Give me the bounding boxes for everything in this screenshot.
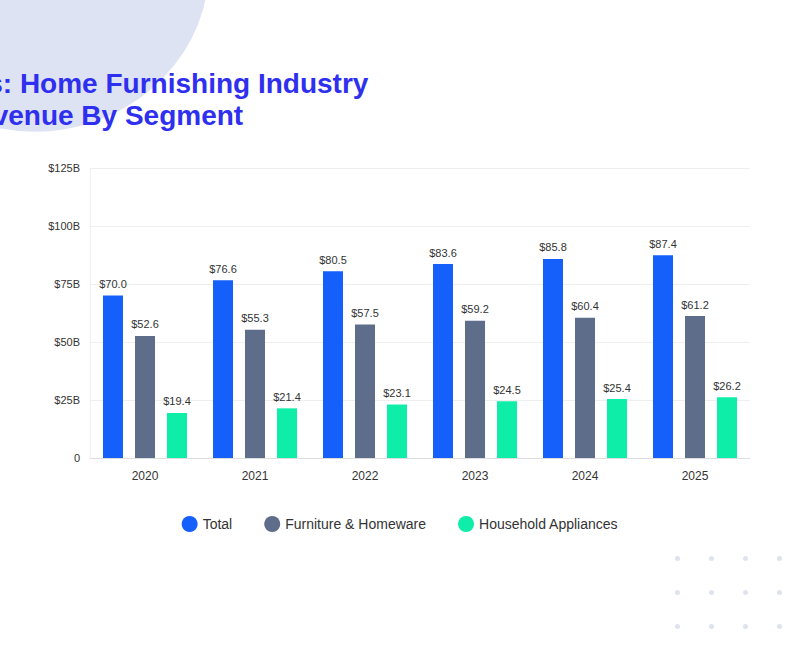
svg-text:$21.4: $21.4 (273, 391, 301, 403)
svg-text:Household Appliances: Household Appliances (479, 516, 618, 532)
svg-text:$19.4: $19.4 (163, 395, 191, 407)
svg-text:$75B: $75B (54, 278, 80, 290)
svg-text:$125B: $125B (48, 162, 80, 174)
svg-text:$61.2: $61.2 (681, 299, 709, 311)
svg-text:$55.3: $55.3 (241, 312, 269, 324)
svg-text:2022: 2022 (352, 469, 379, 483)
svg-text:2025: 2025 (682, 469, 709, 483)
svg-text:2023: 2023 (462, 469, 489, 483)
svg-text:$76.6: $76.6 (209, 263, 237, 275)
svg-text:$25B: $25B (54, 394, 80, 406)
svg-text:$24.5: $24.5 (493, 384, 521, 396)
svg-text:$50B: $50B (54, 336, 80, 348)
svg-text:Furniture & Homeware: Furniture & Homeware (285, 516, 426, 532)
svg-text:$57.5: $57.5 (351, 307, 379, 319)
svg-text:$52.6: $52.6 (131, 318, 159, 330)
svg-text:$80.5: $80.5 (319, 254, 347, 266)
svg-text:$26.2: $26.2 (713, 380, 741, 392)
svg-text:$87.4: $87.4 (649, 238, 677, 250)
svg-text:$60.4: $60.4 (571, 300, 599, 312)
svg-text:$85.8: $85.8 (539, 241, 567, 253)
svg-text:Total: Total (203, 516, 233, 532)
svg-text:$83.6: $83.6 (429, 247, 457, 259)
svg-text:United States: Home Furnishing: United States: Home Furnishing Industry (0, 68, 376, 99)
svg-text:2024: 2024 (572, 469, 599, 483)
svg-text:2021: 2021 (242, 469, 269, 483)
svg-text:$70.0: $70.0 (99, 278, 127, 290)
svg-text:$59.2: $59.2 (461, 303, 489, 315)
svg-text:2020: 2020 (132, 469, 159, 483)
svg-text:$23.1: $23.1 (383, 387, 411, 399)
svg-text:$100B: $100B (48, 220, 80, 232)
svg-text:Revenue By Segment: Revenue By Segment (0, 100, 243, 131)
svg-text:$25.4: $25.4 (603, 382, 631, 394)
svg-text:0: 0 (74, 452, 80, 464)
